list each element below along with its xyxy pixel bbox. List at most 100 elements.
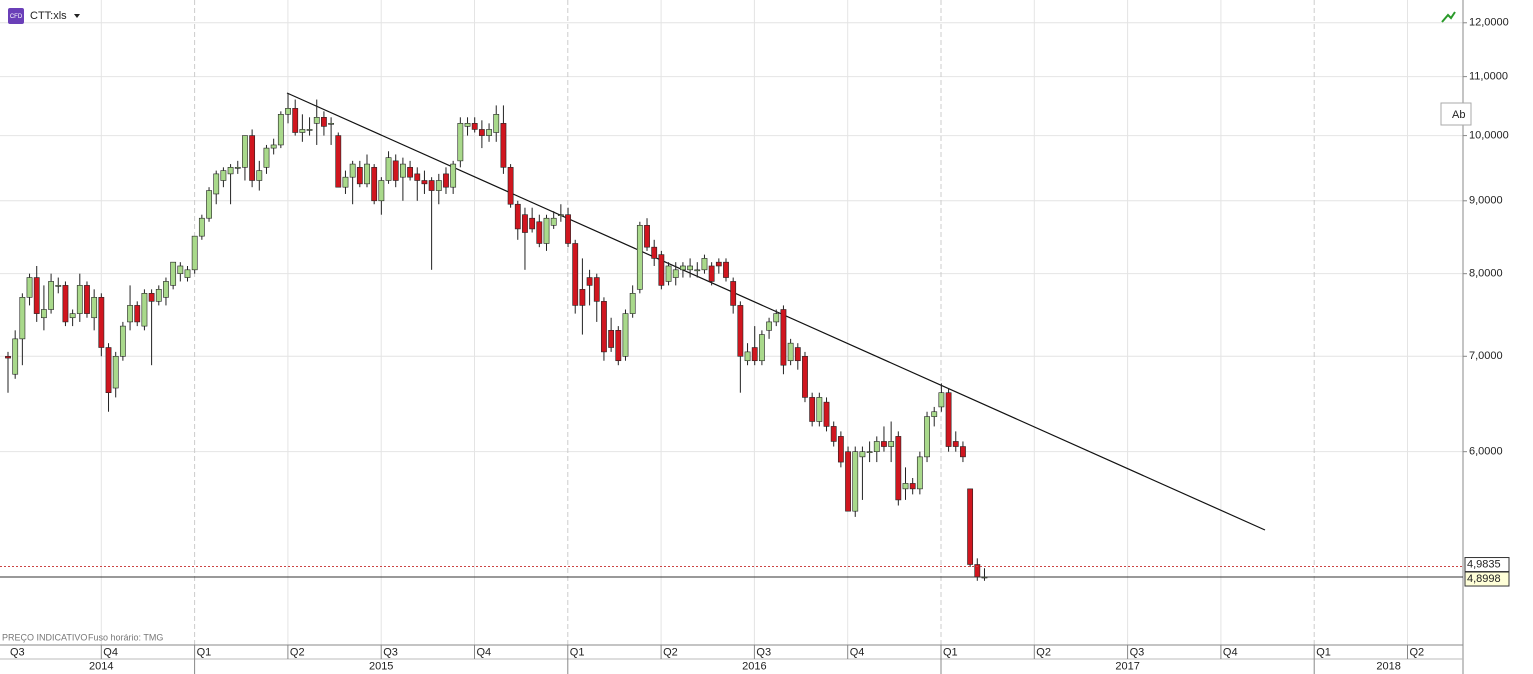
candle-body [586,277,593,286]
candle-body [184,269,191,278]
candle-body [457,123,464,162]
candle-body [557,214,564,216]
candle-body [385,157,392,181]
candle-body [536,221,543,244]
candle-body [687,265,693,271]
candle-body [48,281,54,310]
note: PREÇO INDICATIVO [2,632,87,642]
candle-body [40,309,47,319]
grid [0,0,1463,645]
candle-body [450,163,457,188]
candle-body [902,483,909,490]
button-label[interactable]: Ab [1452,109,1465,121]
candle-body [960,446,966,458]
candle-body [751,347,758,362]
candle-body [629,293,636,314]
candle-body [967,488,974,565]
candle-body [399,163,406,178]
candle-body [615,330,622,362]
candle-body [127,305,133,323]
candle-body [802,355,808,398]
candle-body [26,277,33,298]
cfd-icon [8,8,24,24]
candle-body [177,265,184,274]
candle-body [715,261,722,267]
candle-body [644,225,650,248]
candle-body [916,456,923,490]
candle-body [349,163,356,178]
candle-body [328,123,334,125]
y-tick-label: 12,0000 [1469,17,1509,29]
candle-body [321,117,327,127]
candle-body [98,297,105,348]
candle-body [335,135,342,188]
y-tick-label: 11,0000 [1469,71,1508,83]
candle-body [579,289,586,306]
candle-body [414,173,421,181]
candle-body [837,436,844,463]
candle-body [299,129,306,133]
candle-body [141,293,148,327]
candle-body [773,313,780,323]
candle-body [313,117,320,124]
candle-body [522,214,528,233]
candle-body [443,173,449,188]
candle-body [859,451,866,458]
candle-body [952,441,959,447]
candle-body [924,416,930,458]
candle-body [91,297,98,319]
candle-body [672,269,679,278]
candle-body [658,254,665,286]
button[interactable] [1440,102,1472,126]
price-label: 4,8998 [1467,573,1501,585]
candle-body [680,265,686,271]
candle-body [148,293,155,302]
candle-body [931,411,938,417]
candle-body [464,123,471,127]
candle-body [881,441,887,447]
candle-body [435,180,442,191]
candle-body [701,258,708,271]
candle-body [206,190,212,219]
candle-body [794,347,801,362]
trend-icon[interactable] [1441,11,1456,23]
quarter-label: Q4 [1223,646,1238,658]
candle-body [845,451,851,512]
candle-body [550,217,557,226]
candle-body [407,167,413,178]
candle-body [155,289,162,302]
candle-body [888,441,895,447]
candle-body [112,355,119,389]
price-label: 4,9835 [1467,558,1501,570]
candle-body [543,217,550,244]
title-dropdown[interactable] [74,14,80,18]
candle-body [665,265,672,282]
cfd-icon-label: CFD [10,14,23,20]
candle-body [292,108,299,133]
quarter-label: Q3 [1130,646,1145,658]
candle-body [55,285,62,287]
candle-body [198,217,205,237]
candle-body [895,436,902,501]
candle-body [723,261,729,278]
candle-body [572,243,579,306]
candle-body [428,180,435,191]
candle-body [134,305,141,323]
quarter-label: Q1 [943,646,958,658]
candle-body [33,277,40,314]
candle-body [220,170,227,181]
candle-body [651,246,658,259]
y-tick-label: 9,0000 [1469,195,1503,207]
y-tick-label: 10,0000 [1469,130,1509,142]
candle-body [737,305,744,357]
candle-body [421,180,428,185]
quarter-label: Q2 [663,646,678,658]
candle-body [392,160,399,181]
candle-body [170,261,177,286]
quarter-label: Q1 [1316,646,1331,658]
candle-body [873,441,880,452]
chart-title[interactable]: CTT:xls [30,10,67,22]
candle-body [119,325,126,357]
quarter-label: Q3 [383,646,398,658]
candle-body [84,285,90,314]
